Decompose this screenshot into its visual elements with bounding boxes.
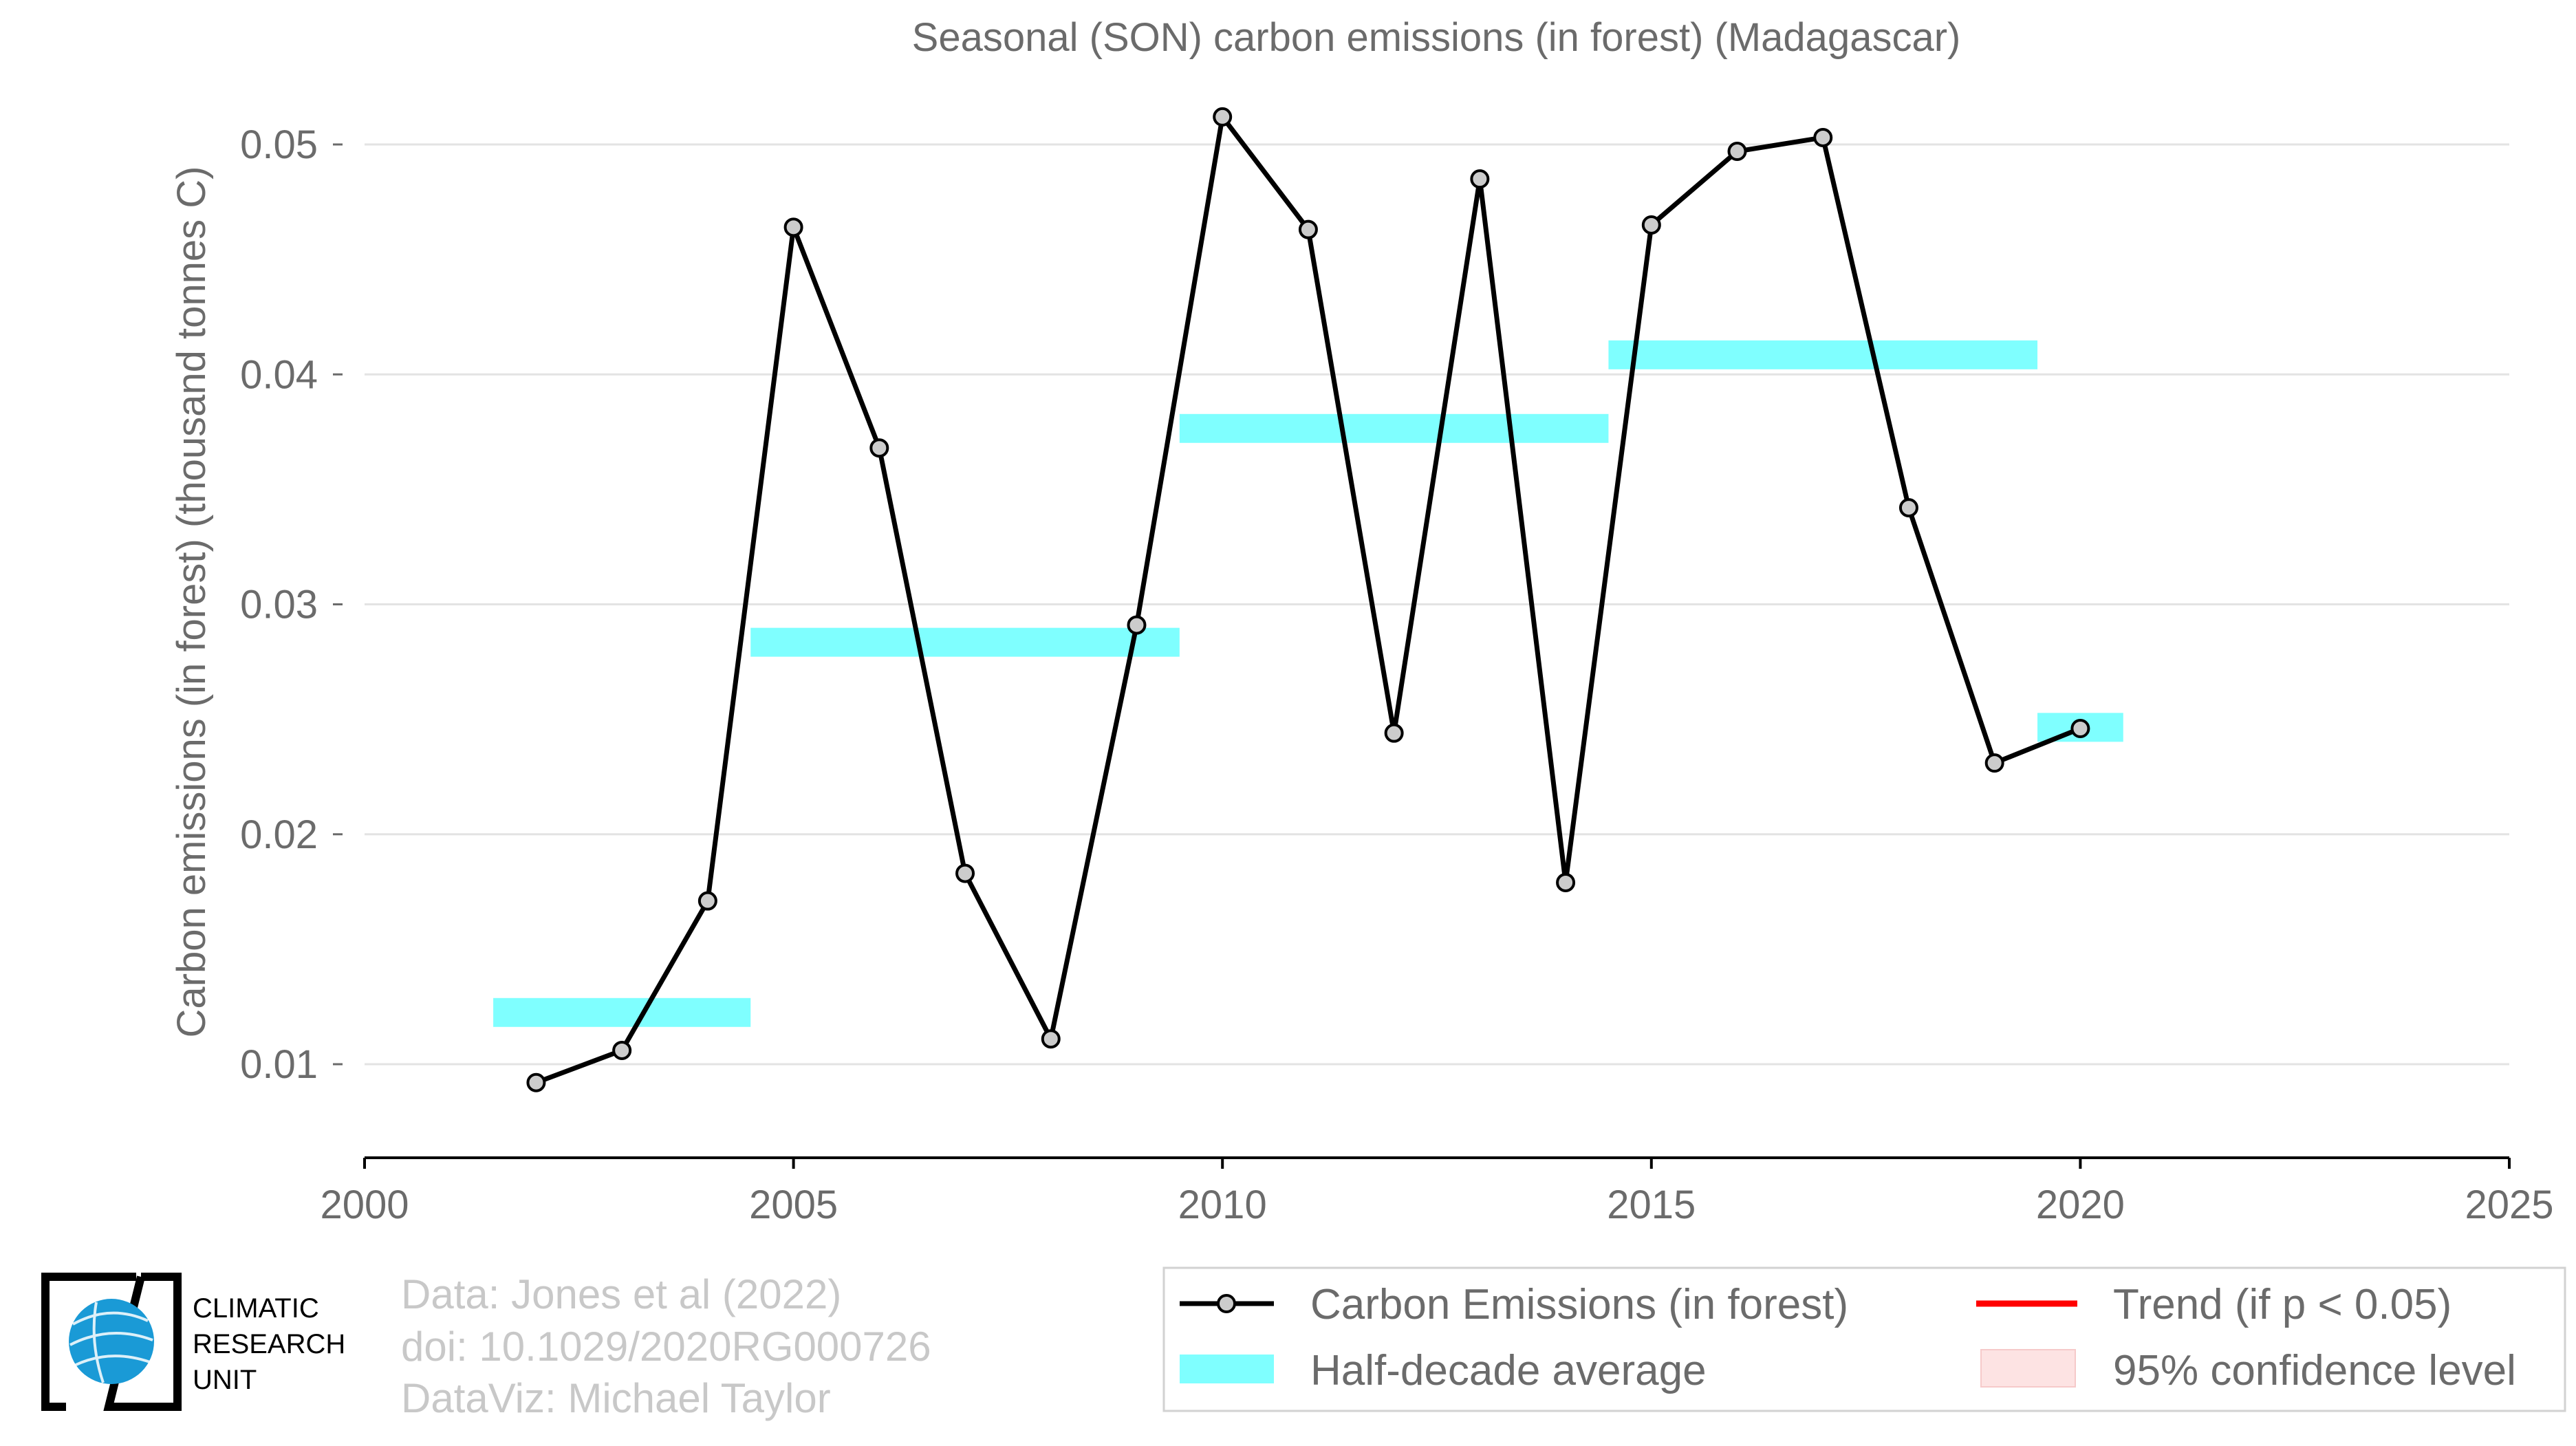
data-point bbox=[783, 217, 803, 237]
legend-label-confidence: 95% confidence level bbox=[2113, 1347, 2516, 1394]
y-tick-label: 0.02 bbox=[240, 812, 318, 857]
credit-dataviz: DataViz: Michael Taylor bbox=[401, 1375, 831, 1421]
data-point bbox=[869, 438, 889, 458]
data-point bbox=[1470, 169, 1490, 189]
data-point bbox=[955, 863, 975, 883]
legend-label-half-decade: Half-decade average bbox=[1310, 1347, 1707, 1394]
legend-label-trend: Trend (if p < 0.05) bbox=[2113, 1281, 2451, 1328]
x-tick-label: 2010 bbox=[1178, 1183, 1267, 1227]
legend: Carbon Emissions (in forest) Half-decade… bbox=[1162, 1266, 2566, 1412]
credits: Data: Jones et al (2022) doi: 10.1029/20… bbox=[401, 1271, 931, 1421]
data-point bbox=[1984, 753, 2004, 773]
series-line bbox=[535, 114, 2081, 1086]
x-axis: 2000 2005 2010 2015 2020 2025 bbox=[320, 1156, 2554, 1227]
cru-logo: CLIMATIC RESEARCH UNIT bbox=[41, 1273, 345, 1411]
x-tick-label: 2025 bbox=[2465, 1183, 2553, 1227]
logo-bracket-left bbox=[41, 1273, 136, 1411]
data-point bbox=[1898, 498, 1918, 518]
x-tick-label: 2005 bbox=[749, 1183, 838, 1227]
y-axis-label: Carbon emissions (in forest) (thousand t… bbox=[169, 166, 214, 1038]
legend-marker-emissions bbox=[1217, 1294, 1236, 1313]
y-tick-labels: 0.01 0.02 0.03 0.04 0.05 bbox=[240, 122, 343, 1087]
legend-swatch-confidence bbox=[1980, 1349, 2076, 1388]
credit-doi: doi: 10.1029/2020RG000726 bbox=[401, 1324, 931, 1370]
half-decade-band bbox=[493, 997, 751, 1027]
y-tick-label: 0.01 bbox=[240, 1042, 318, 1087]
data-point bbox=[1727, 142, 1747, 162]
data-point bbox=[1641, 215, 1661, 235]
legend-label-emissions: Carbon Emissions (in forest) bbox=[1310, 1281, 1848, 1328]
globe-icon bbox=[69, 1299, 154, 1384]
data-point bbox=[697, 891, 717, 911]
half-decade-bands bbox=[493, 340, 2123, 1027]
series-layer bbox=[526, 107, 2090, 1092]
chart-title: Seasonal (SON) carbon emissions (in fore… bbox=[912, 15, 1961, 60]
logo-text-line3: UNIT bbox=[193, 1365, 257, 1395]
globe-lines bbox=[69, 1302, 153, 1383]
y-tick-label: 0.05 bbox=[240, 122, 318, 167]
data-point bbox=[1813, 127, 1833, 147]
legend-swatch-half-decade bbox=[1180, 1355, 1274, 1383]
half-decade-band bbox=[750, 627, 1180, 657]
logo-text-line2: RESEARCH bbox=[193, 1329, 345, 1359]
data-point bbox=[612, 1040, 632, 1060]
data-point bbox=[1041, 1029, 1061, 1049]
data-point bbox=[526, 1072, 546, 1092]
data-point bbox=[1298, 219, 1318, 239]
data-point bbox=[1556, 872, 1576, 892]
data-point bbox=[1213, 107, 1233, 127]
gridlines bbox=[365, 143, 2509, 1066]
data-point bbox=[1384, 723, 1404, 743]
data-point bbox=[2070, 718, 2090, 738]
half-decade-band bbox=[1179, 413, 1609, 443]
x-tick-label: 2020 bbox=[2036, 1183, 2125, 1227]
logo-text-line1: CLIMATIC bbox=[193, 1293, 319, 1324]
legend-box bbox=[1162, 1266, 2566, 1412]
y-tick-label: 0.04 bbox=[240, 352, 318, 397]
x-tick-label: 2015 bbox=[1607, 1183, 1696, 1227]
y-tick-label: 0.03 bbox=[240, 583, 318, 627]
credit-data: Data: Jones et al (2022) bbox=[401, 1271, 841, 1317]
x-tick-label: 2000 bbox=[320, 1183, 409, 1227]
data-point bbox=[1127, 615, 1147, 635]
half-decade-band bbox=[1608, 340, 2038, 369]
